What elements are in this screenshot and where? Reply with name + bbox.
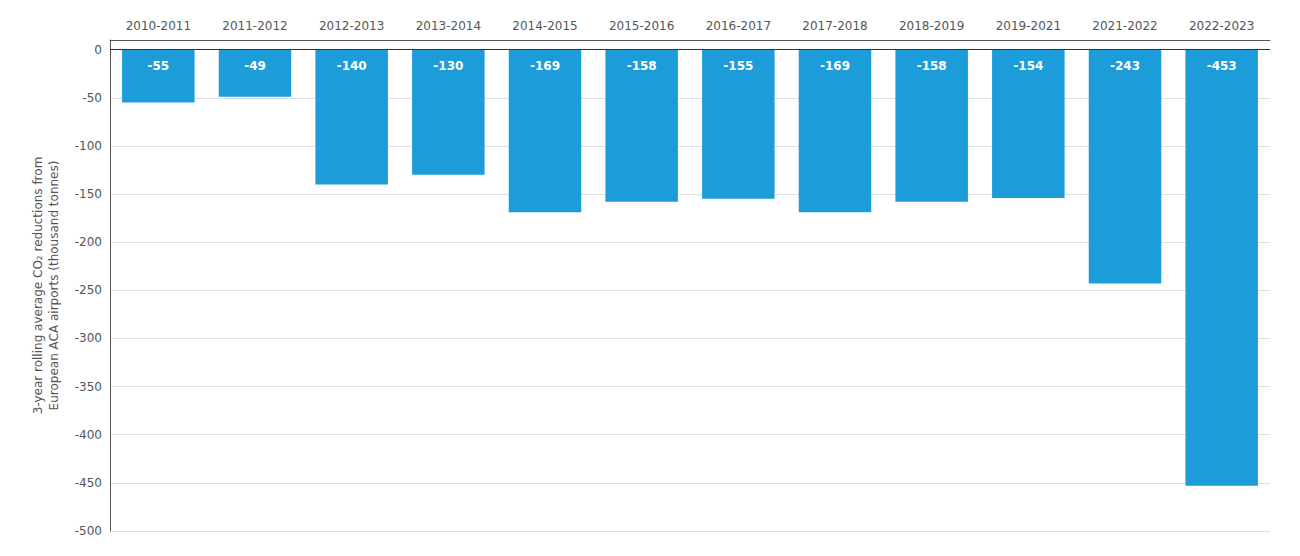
svg-text:2015-2016: 2015-2016 bbox=[609, 19, 674, 33]
svg-text:-200: -200 bbox=[75, 235, 102, 249]
svg-text:European ACA airports (thousan: European ACA airports (thousand tonnes) bbox=[47, 161, 61, 411]
svg-text:-55: -55 bbox=[147, 59, 169, 73]
svg-text:2021-2022: 2021-2022 bbox=[1092, 19, 1157, 33]
svg-text:-150: -150 bbox=[75, 187, 102, 201]
svg-text:2013-2014: 2013-2014 bbox=[416, 19, 481, 33]
svg-text:-130: -130 bbox=[433, 59, 463, 73]
svg-text:-453: -453 bbox=[1207, 59, 1237, 73]
svg-text:-243: -243 bbox=[1110, 59, 1140, 73]
svg-text:2016-2017: 2016-2017 bbox=[706, 19, 771, 33]
svg-text:-300: -300 bbox=[75, 331, 102, 345]
svg-text:2012-2013: 2012-2013 bbox=[319, 19, 384, 33]
svg-text:-169: -169 bbox=[820, 59, 850, 73]
svg-text:2011-2012: 2011-2012 bbox=[222, 19, 287, 33]
svg-text:-169: -169 bbox=[530, 59, 560, 73]
svg-text:-450: -450 bbox=[75, 476, 102, 490]
svg-text:-155: -155 bbox=[723, 59, 753, 73]
svg-text:-140: -140 bbox=[337, 59, 367, 73]
svg-text:-158: -158 bbox=[917, 59, 947, 73]
svg-text:-400: -400 bbox=[75, 428, 102, 442]
svg-text:-250: -250 bbox=[75, 283, 102, 297]
svg-text:2022-2023: 2022-2023 bbox=[1189, 19, 1254, 33]
svg-text:2010-2011: 2010-2011 bbox=[126, 19, 191, 33]
svg-text:2017-2018: 2017-2018 bbox=[802, 19, 867, 33]
svg-text:2019-2021: 2019-2021 bbox=[996, 19, 1061, 33]
svg-text:3-year rolling average CO₂ red: 3-year rolling average CO₂ reductions fr… bbox=[31, 157, 45, 415]
svg-text:2018-2019: 2018-2019 bbox=[899, 19, 964, 33]
svg-text:-100: -100 bbox=[75, 139, 102, 153]
svg-text:0: 0 bbox=[94, 43, 102, 57]
svg-text:-49: -49 bbox=[244, 59, 266, 73]
svg-text:-500: -500 bbox=[75, 524, 102, 538]
svg-text:-154: -154 bbox=[1013, 59, 1043, 73]
svg-text:-50: -50 bbox=[82, 91, 102, 105]
svg-text:-158: -158 bbox=[627, 59, 657, 73]
svg-text:-350: -350 bbox=[75, 380, 102, 394]
svg-text:2014-2015: 2014-2015 bbox=[512, 19, 577, 33]
